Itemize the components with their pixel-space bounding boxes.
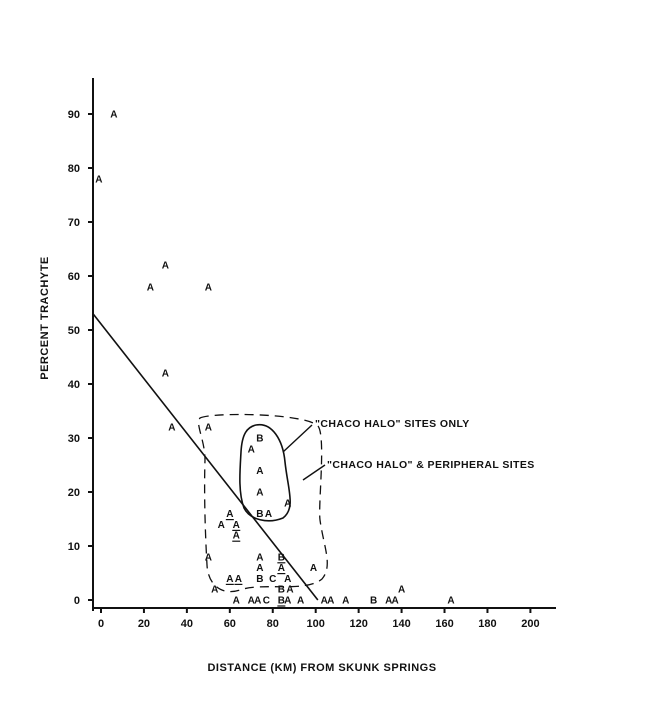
data-point: A <box>256 466 263 477</box>
y-tick-label: 20 <box>68 487 80 499</box>
data-point: A <box>205 552 212 563</box>
y-tick-label: 30 <box>68 433 80 445</box>
x-tick-label: 20 <box>138 618 150 630</box>
data-point: A <box>248 596 255 607</box>
data-point: A <box>342 596 349 607</box>
data-point: A <box>162 261 169 272</box>
data-point: A <box>321 596 328 607</box>
data-point: A <box>254 596 261 607</box>
data-point: A <box>286 585 293 596</box>
y-tick-label: 60 <box>68 271 80 283</box>
y-tick-label: 80 <box>68 163 80 175</box>
axes <box>92 78 556 611</box>
y-axis-label: PERCENT TRACHYTE <box>39 256 51 380</box>
data-point: A <box>226 574 233 585</box>
data-point: B <box>370 596 377 607</box>
y-ticks: 0 10 20 30 40 50 60 70 80 90 <box>68 109 93 607</box>
y-tick-label: 90 <box>68 109 80 121</box>
x-tick-label: 140 <box>392 618 410 630</box>
data-point: A <box>385 596 392 607</box>
x-tick-label: 160 <box>435 618 453 630</box>
data-point: C <box>269 574 276 585</box>
x-tick-label: 100 <box>307 618 325 630</box>
data-point: A <box>233 531 240 542</box>
data-point: A <box>265 509 272 520</box>
trend-line <box>92 313 319 601</box>
data-point: A <box>297 596 304 607</box>
data-point: A <box>284 596 291 607</box>
x-axis-label: DISTANCE (KM) FROM SKUNK SPRINGS <box>207 662 436 674</box>
data-point: A <box>284 498 291 509</box>
data-point: B <box>256 574 263 585</box>
data-point: A <box>284 574 291 585</box>
x-tick-label: 40 <box>181 618 193 630</box>
data-point: B <box>256 434 263 445</box>
annotation-leader-solid <box>282 424 313 453</box>
data-point: B <box>278 552 285 563</box>
data-point: A <box>205 423 212 434</box>
data-point: A <box>256 552 263 563</box>
data-point: A <box>310 563 317 574</box>
data-point: A <box>248 444 255 455</box>
data-point: A <box>168 423 175 434</box>
data-point: A <box>226 509 233 520</box>
x-tick-label: 200 <box>521 618 539 630</box>
data-point: C <box>263 596 270 607</box>
data-point: A <box>147 282 154 293</box>
data-point: A <box>218 520 225 531</box>
x-tick-label: 80 <box>267 618 279 630</box>
data-point: A <box>162 369 169 380</box>
annotation-chaco-halo-only: "CHACO HALO" SITES ONLY <box>315 418 470 430</box>
x-tick-label: 120 <box>349 618 367 630</box>
x-tick-label: 0 <box>98 618 104 630</box>
data-point: A <box>110 110 117 121</box>
data-point: A <box>235 574 242 585</box>
data-point: A <box>398 585 405 596</box>
annotation-leader-dashed <box>302 464 326 481</box>
data-point: A <box>233 520 240 531</box>
x-ticks: 0 20 40 60 80 100 120 140 160 180 200 <box>98 608 540 630</box>
data-point: B <box>278 596 285 607</box>
annotation-chaco-halo-peripheral: "CHACO HALO" & PERIPHERAL SITES <box>327 459 535 471</box>
y-tick-label: 0 <box>74 595 80 607</box>
data-point: A <box>256 488 263 499</box>
data-point: A <box>205 282 212 293</box>
data-point: B <box>256 509 263 520</box>
data-point: B <box>278 585 285 596</box>
chaco-halo-only-outline <box>239 424 291 522</box>
x-tick-label: 60 <box>224 618 236 630</box>
data-point: A <box>447 596 454 607</box>
data-point: A <box>95 174 102 185</box>
data-point: A <box>392 596 399 607</box>
y-tick-label: 10 <box>68 541 80 553</box>
data-point: A <box>211 585 218 596</box>
x-tick-label: 180 <box>478 618 496 630</box>
data-point: A <box>233 596 240 607</box>
y-tick-label: 70 <box>68 217 80 229</box>
y-tick-label: 40 <box>68 379 80 391</box>
y-tick-label: 50 <box>68 325 80 337</box>
data-point: A <box>278 563 285 574</box>
data-point: A <box>327 596 334 607</box>
data-point: A <box>256 563 263 574</box>
